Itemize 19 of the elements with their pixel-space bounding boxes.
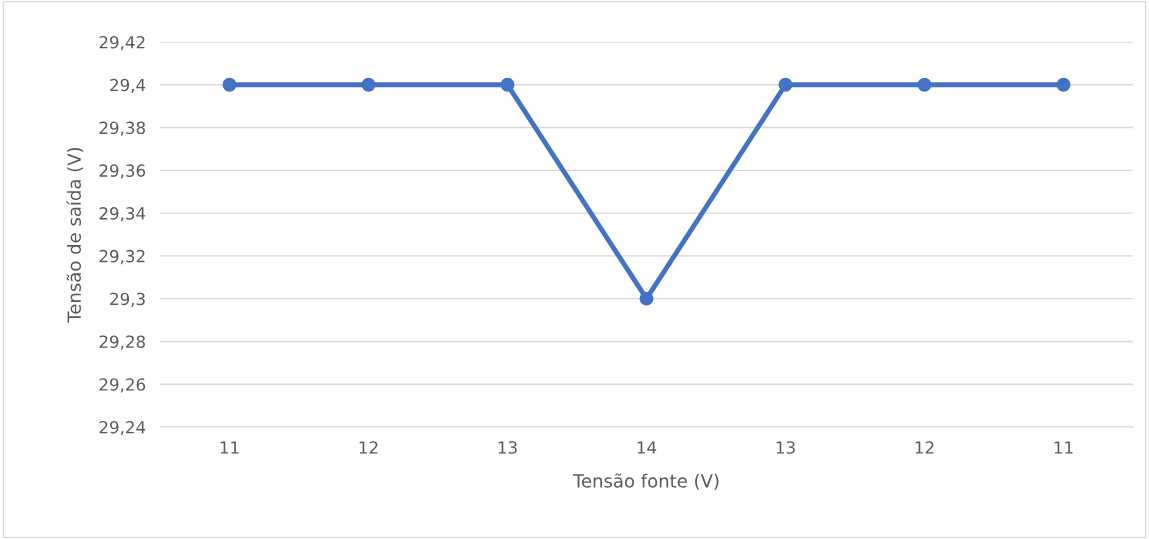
- y-tick-label: 29,38: [99, 121, 145, 136]
- y-tick-label: 29,36: [99, 164, 146, 179]
- y-tick-label: 29,34: [99, 207, 146, 222]
- x-tick-label: 11: [1054, 441, 1073, 454]
- y-tick-label: 29,26: [99, 378, 146, 393]
- x-axis-title: Tensão fonte (V): [572, 473, 719, 490]
- y-tick-label: 29,3: [110, 292, 145, 307]
- x-tick-label: 14: [637, 441, 657, 454]
- x-tick-label: 12: [915, 441, 934, 454]
- x-tick-label: 13: [498, 441, 517, 454]
- y-tick-label: 29,42: [99, 35, 145, 51]
- x-tick-label: 11: [220, 441, 239, 454]
- y-tick-label: 29,24: [99, 420, 146, 436]
- x-tick-label: 13: [776, 441, 795, 454]
- y-tick-label: 29,4: [110, 78, 146, 94]
- y-tick-label: 29,28: [99, 335, 145, 350]
- y-axis-title: Tensão de saída (V): [66, 147, 84, 323]
- x-tick-label: 12: [359, 441, 378, 454]
- y-tick-label: 29,32: [99, 249, 145, 265]
